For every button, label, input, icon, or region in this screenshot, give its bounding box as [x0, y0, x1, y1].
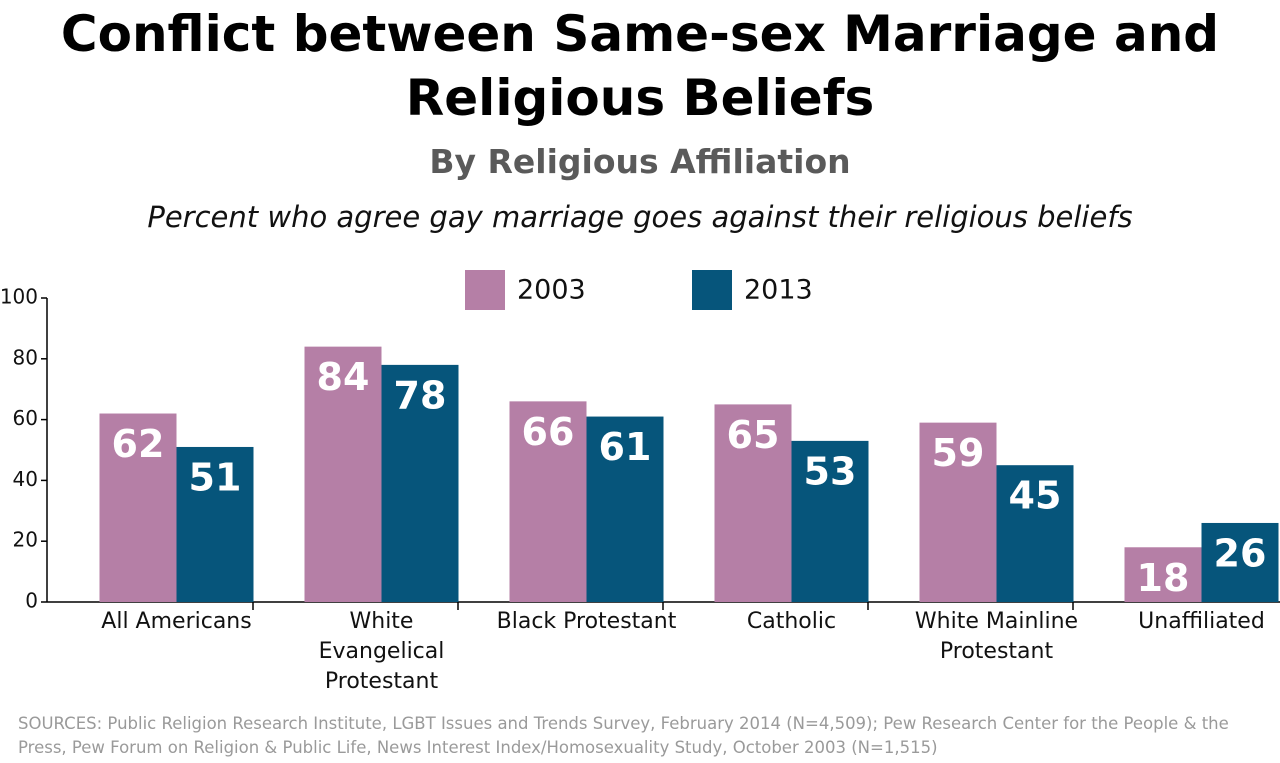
- y-tick-label: 80: [13, 345, 38, 369]
- y-tick-label: 60: [13, 406, 38, 430]
- value-label: 62: [112, 422, 165, 466]
- value-label: 66: [522, 410, 575, 454]
- source-note: SOURCES: Public Religion Research Instit…: [18, 714, 1229, 757]
- x-tick-label: Unaffiliated: [1138, 609, 1265, 634]
- x-tick-label: Catholic: [746, 609, 837, 634]
- bar: [99, 413, 177, 602]
- chart-subtitle: By Religious Affiliation: [429, 142, 851, 181]
- bar: [509, 401, 587, 602]
- value-label: 59: [932, 431, 985, 475]
- x-tick-label: All Americans: [101, 609, 252, 634]
- value-label: 51: [189, 455, 242, 499]
- bar: [381, 364, 459, 602]
- x-tick-label: White Evangelical Protestant: [318, 609, 445, 694]
- bar: [996, 465, 1074, 602]
- bar: [586, 416, 664, 602]
- chart-title: Conflict between Same-sex Marriage and R…: [60, 5, 1220, 127]
- bar: [714, 404, 792, 602]
- value-label: 61: [599, 425, 652, 469]
- legend-label: 2013: [744, 275, 813, 306]
- legend-swatch: [692, 270, 732, 310]
- bar: [304, 346, 382, 602]
- x-tick-label: Black Protestant: [496, 609, 677, 634]
- y-tick-label: 100: [0, 285, 38, 309]
- legend-swatch: [465, 270, 505, 310]
- bar: [791, 440, 869, 602]
- bar: [1201, 522, 1279, 602]
- x-tick-label: White Mainline Protestant: [914, 609, 1079, 664]
- value-label: 53: [804, 449, 857, 493]
- y-tick-label: 0: [25, 589, 38, 613]
- value-label: 18: [1137, 556, 1190, 600]
- value-label: 84: [317, 355, 370, 399]
- value-label: 65: [727, 413, 780, 457]
- value-label: 78: [394, 373, 447, 417]
- legend-label: 2003: [517, 275, 586, 306]
- y-tick-label: 40: [13, 467, 38, 491]
- value-label: 26: [1214, 531, 1267, 575]
- bar: [176, 446, 254, 602]
- value-label: 45: [1009, 474, 1062, 518]
- bar: [1124, 547, 1202, 602]
- y-tick-label: 20: [13, 528, 38, 552]
- bar: [919, 422, 997, 602]
- chart-annotation: Percent who agree gay marriage goes agai…: [147, 200, 1133, 234]
